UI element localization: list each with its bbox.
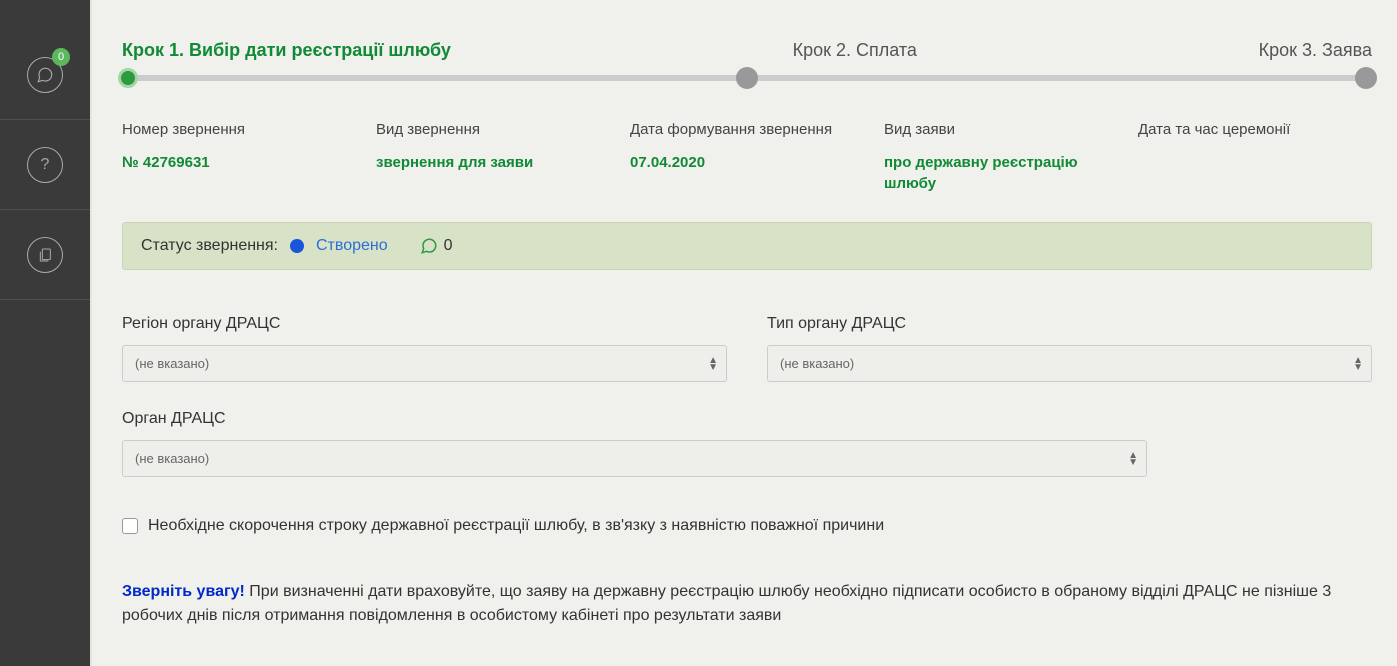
step-1-label[interactable]: Крок 1. Вибір дати реєстрації шлюбу [122, 40, 451, 61]
sidebar-item-chat[interactable]: 0 [0, 30, 90, 120]
organ-select[interactable]: (не вказано) ▲▼ [122, 440, 1147, 477]
status-label: Статус звернення: [141, 237, 278, 255]
info-ceremony: Дата та час церемонії [1138, 121, 1372, 194]
info-label: Дата та час церемонії [1138, 121, 1372, 138]
shorten-checkbox-row: Необхідне скорочення строку державної ре… [122, 517, 1372, 535]
form-row-2: Орган ДРАЦС (не вказано) ▲▼ [122, 410, 1372, 477]
progress-dot-1[interactable] [118, 68, 138, 88]
comment-count: 0 [444, 237, 453, 255]
form-row-1: Регіон органу ДРАЦС (не вказано) ▲▼ Тип … [122, 315, 1372, 382]
region-selected: (не вказано) [135, 356, 209, 371]
info-label: Номер звернення [122, 121, 356, 138]
steps-row: Крок 1. Вибір дати реєстрації шлюбу Крок… [122, 40, 1372, 61]
status-dot-icon [290, 239, 304, 253]
form-col-organ: Орган ДРАЦС (не вказано) ▲▼ [122, 410, 1147, 477]
info-request-number: Номер звернення № 42769631 [122, 121, 356, 194]
shorten-checkbox-label: Необхідне скорочення строку державної ре… [148, 517, 884, 535]
sidebar: 0 ? [0, 0, 90, 666]
info-form-date: Дата формування звернення 07.04.2020 [630, 121, 864, 194]
documents-icon [27, 237, 63, 273]
sidebar-item-help[interactable]: ? [0, 120, 90, 210]
progress-dot-3[interactable] [1355, 67, 1377, 89]
sidebar-item-docs[interactable] [0, 210, 90, 300]
form-col-region: Регіон органу ДРАЦС (не вказано) ▲▼ [122, 315, 727, 382]
shorten-checkbox[interactable] [122, 518, 138, 534]
notice-body: При визначенні дати враховуйте, що заяву… [122, 583, 1331, 624]
region-select[interactable]: (не вказано) ▲▼ [122, 345, 727, 382]
step-3-label[interactable]: Крок 3. Заява [1259, 40, 1372, 61]
chat-badge: 0 [52, 48, 70, 66]
region-label: Регіон органу ДРАЦС [122, 315, 727, 333]
info-request-type: Вид звернення звернення для заяви [376, 121, 610, 194]
notice-text: Зверніть увагу! При визначенні дати врах… [122, 580, 1372, 628]
chevron-updown-icon: ▲▼ [708, 357, 718, 371]
organ-selected: (не вказано) [135, 451, 209, 466]
main-content: Крок 1. Вибір дати реєстрації шлюбу Крок… [90, 0, 1397, 666]
status-value: Створено [316, 237, 388, 255]
info-label: Дата формування звернення [630, 121, 864, 138]
info-value: № 42769631 [122, 152, 356, 173]
form-col-type: Тип органу ДРАЦС (не вказано) ▲▼ [767, 315, 1372, 382]
info-application-type: Вид заяви про державну реєстрацію шлюбу [884, 121, 1118, 194]
chevron-updown-icon: ▲▼ [1353, 357, 1363, 371]
type-select[interactable]: (не вказано) ▲▼ [767, 345, 1372, 382]
organ-label: Орган ДРАЦС [122, 410, 1147, 428]
info-label: Вид звернення [376, 121, 610, 138]
status-bar: Статус звернення: Створено 0 [122, 222, 1372, 270]
info-row: Номер звернення № 42769631 Вид звернення… [122, 121, 1372, 194]
type-selected: (не вказано) [780, 356, 854, 371]
info-value: про державну реєстрацію шлюбу [884, 152, 1118, 194]
info-value: звернення для заяви [376, 152, 610, 173]
type-label: Тип органу ДРАЦС [767, 315, 1372, 333]
progress-track [128, 75, 1366, 81]
chevron-updown-icon: ▲▼ [1128, 452, 1138, 466]
info-value: 07.04.2020 [630, 152, 864, 173]
info-label: Вид заяви [884, 121, 1118, 138]
step-2-label[interactable]: Крок 2. Сплата [793, 40, 917, 61]
progress-dot-2[interactable] [736, 67, 758, 89]
comment-icon [420, 237, 438, 255]
help-icon: ? [27, 147, 63, 183]
notice-strong: Зверніть увагу! [122, 583, 245, 600]
comments-button[interactable]: 0 [420, 237, 453, 255]
